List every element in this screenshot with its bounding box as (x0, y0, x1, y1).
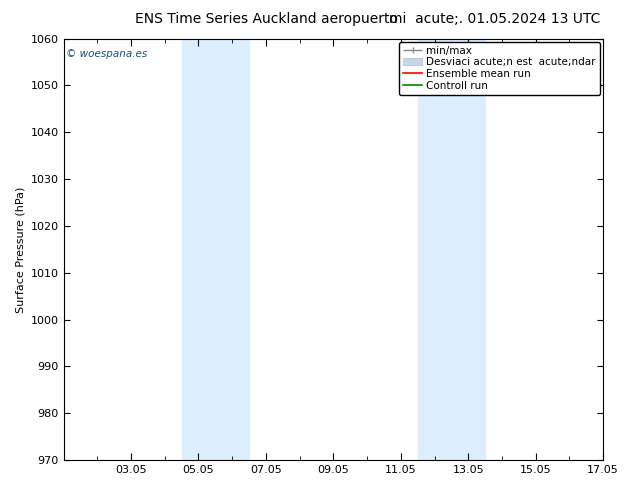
Text: ENS Time Series Auckland aeropuerto: ENS Time Series Auckland aeropuerto (135, 12, 398, 26)
Bar (181, 39, 216, 460)
Bar (216, 39, 249, 460)
Bar (418, 39, 451, 460)
Y-axis label: Surface Pressure (hPa): Surface Pressure (hPa) (15, 186, 25, 313)
Text: © woespana.es: © woespana.es (66, 49, 148, 59)
Text: mi  acute;. 01.05.2024 13 UTC: mi acute;. 01.05.2024 13 UTC (389, 12, 600, 26)
Bar (451, 39, 485, 460)
Legend: min/max, Desviaci acute;n est  acute;ndar, Ensemble mean run, Controll run: min/max, Desviaci acute;n est acute;ndar… (399, 42, 600, 95)
